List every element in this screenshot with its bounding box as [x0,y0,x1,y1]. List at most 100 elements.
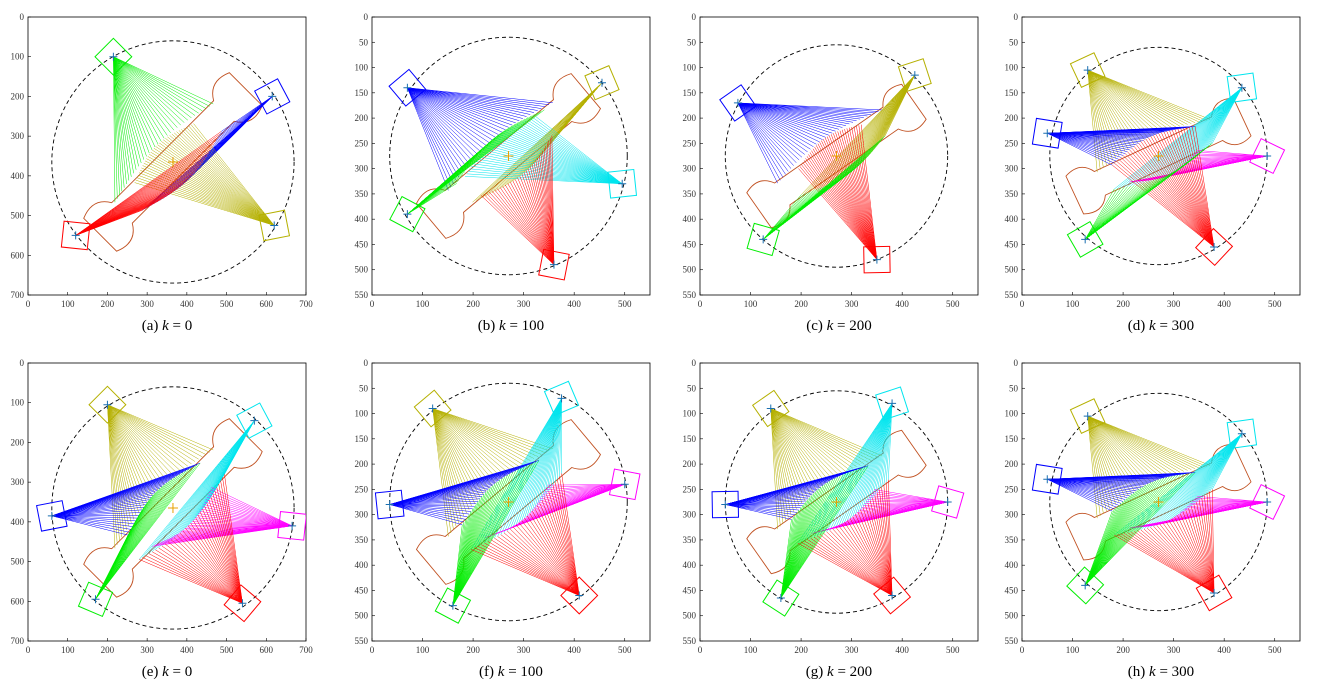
robot-blue [374,460,539,525]
tether-line [206,496,293,527]
tether-line [1047,133,1113,166]
tether-line [1117,433,1243,535]
tether-line [1182,511,1215,594]
tether-line [202,509,243,604]
tether-line [865,403,893,506]
y-tick-label: 300 [11,477,25,487]
tether-line [546,143,555,265]
tether-line [161,545,243,604]
tether-line [407,87,490,143]
robot-blue [142,78,291,211]
tether-line [509,398,562,530]
tether-line [841,523,893,596]
tether-line [1087,415,1188,471]
y-tick-label: 100 [355,63,369,73]
tether-line [855,514,893,596]
tether-line [539,398,562,503]
tether-line [861,501,948,508]
y-tick-label: 500 [1005,265,1019,275]
tether-line [1084,186,1128,240]
tether-line [107,404,185,469]
tether-line [537,505,580,596]
tether-line [432,408,550,451]
tether-line [497,135,623,185]
robot-box [719,84,757,122]
tether-line [807,74,916,193]
tether-line [1087,415,1196,469]
tether-line [107,404,199,460]
x-tick-label: 200 [466,645,480,655]
tether-line [1211,433,1243,490]
tether-line [51,515,136,522]
y-tick-label: 150 [683,88,697,98]
tether-line [1134,531,1215,594]
tether-line [107,404,125,534]
tether-line [1209,491,1215,593]
tether-line [780,483,826,599]
tether-line [826,403,893,532]
y-tick-label: 450 [683,239,697,249]
tether-line [183,127,275,226]
x-tick-label: 200 [1116,299,1130,309]
tether-line [113,56,142,164]
tether-line [1138,143,1215,248]
tether-line [1147,433,1243,529]
robot-box [388,68,427,107]
tether-line [150,151,275,226]
tether-line [521,398,562,521]
tether-line [884,75,916,137]
robot-blue [1031,463,1196,512]
tether-line [1177,515,1215,594]
tether-line [113,56,178,128]
tether-line [224,420,255,475]
y-tick-label: 550 [1005,290,1019,300]
tether-line [1087,70,1101,170]
tether-line [559,398,562,477]
tether-line [1112,164,1215,248]
tether-line [770,408,868,463]
robot-marker [888,591,897,600]
tether-line [210,496,243,604]
tether-line [509,128,623,185]
tether-line [214,490,243,604]
tether-line [770,408,840,476]
tether-line [107,404,175,477]
tether-line [113,56,147,157]
tether-line [432,408,496,484]
tether-line [199,511,293,527]
tether-line [481,544,580,596]
tether-line [824,137,878,260]
tether-line [452,483,496,606]
robot-blue [388,68,553,191]
robot-marker [888,399,897,408]
tether-line [452,479,501,606]
y-tick-label: 200 [1005,113,1019,123]
tether-line [1150,87,1243,182]
tether-line [182,530,243,604]
tether-line [780,480,831,599]
y-tick-label: 200 [355,113,369,123]
robot-blue [36,462,201,536]
robot-marker [943,498,952,506]
robot-green [434,460,540,624]
robot-box [1194,227,1234,267]
tether-line [407,87,478,155]
tether-line [1204,495,1215,594]
tether-line [516,124,623,185]
y-tick-label: 500 [11,211,25,221]
tether-line [780,466,866,599]
tether-line [407,87,475,158]
tether-line [497,188,555,265]
tether-line [1087,69,1152,137]
tether-line [407,87,452,188]
y-tick-label: 50 [359,383,369,393]
tether-line [806,156,878,260]
tether-line [51,506,144,517]
robot-marker [759,235,768,244]
tether-line [432,408,490,489]
x-tick-label: 500 [618,299,632,309]
x-tick-label: 500 [220,645,234,655]
tether-line [389,487,491,505]
tether-line [407,87,499,135]
tether-line [737,102,864,118]
